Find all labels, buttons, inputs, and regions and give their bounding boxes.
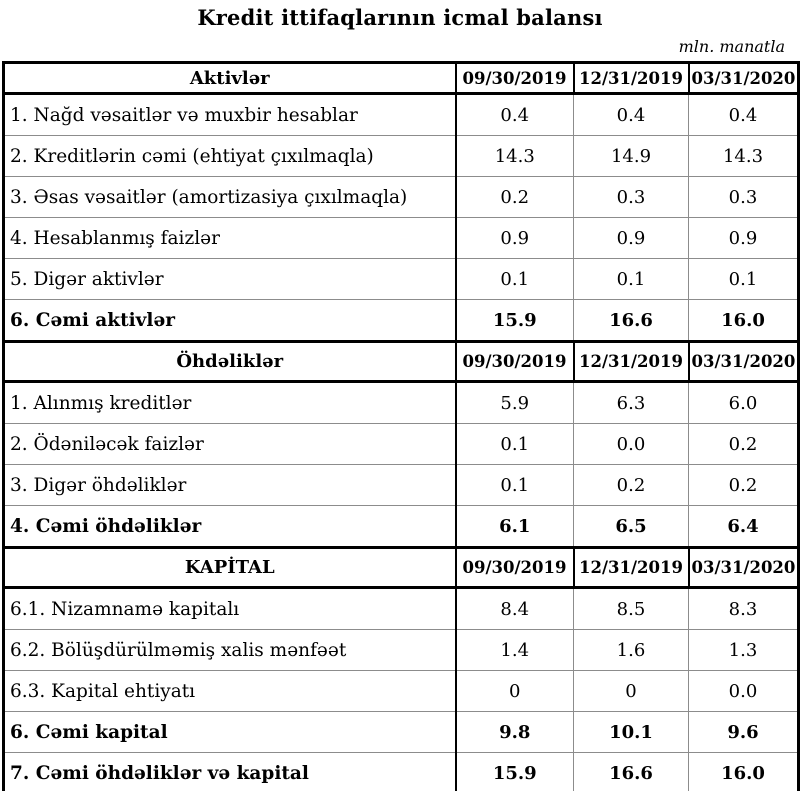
table-row: 3. Əsas vəsaitlər (amortizasiya çıxılmaq… <box>3 176 799 218</box>
cell-value: 0 <box>573 670 689 712</box>
table-row: 1. Nağd vəsaitlər və muxbir hesablar 0.4 0… <box>3 93 799 136</box>
cell-value: 1.3 <box>688 629 799 671</box>
cell-value: 6.3 <box>573 381 689 424</box>
table-row: 6. Cəmi kapital 9.8 10.1 9.6 <box>3 711 799 753</box>
row-label: 6.3. Kapital ehtiyatı <box>3 670 457 712</box>
section-title: Aktivlər <box>2 61 457 95</box>
cell-value: 9.8 <box>455 711 574 753</box>
table-row: 6. Cəmi aktivlər 15.9 16.6 16.0 <box>3 299 799 342</box>
row-label: 6. Cəmi kapital <box>3 711 457 753</box>
row-label: 3. Əsas vəsaitlər (amortizasiya çıxılmaq… <box>3 176 457 218</box>
cell-value: 16.0 <box>688 299 799 342</box>
section-header-row: Aktivlər 09/30/2019 12/31/2019 03/31/2020 <box>2 61 800 95</box>
cell-value: 0.2 <box>455 176 574 218</box>
cell-value: 0 <box>455 670 574 712</box>
cell-value: 0.3 <box>573 176 689 218</box>
row-label: 2. Ödəniləcək faizlər <box>3 423 457 465</box>
cell-value: 0.0 <box>688 670 799 712</box>
section-title: KAPİTAL <box>2 546 457 589</box>
row-label: 4. Hesablanmış faizlər <box>3 217 457 259</box>
cell-value: 0.1 <box>455 464 574 506</box>
cell-value: 0.1 <box>573 258 689 300</box>
date-column-header: 09/30/2019 <box>454 61 575 95</box>
table-row: 3. Digər öhdəliklər 0.1 0.2 0.2 <box>3 464 799 506</box>
row-label: 4. Cəmi öhdəliklər <box>3 505 457 548</box>
cell-value: 15.9 <box>455 752 574 791</box>
cell-value: 9.6 <box>688 711 799 753</box>
cell-value: 6.0 <box>688 381 799 424</box>
cell-value: 8.3 <box>688 587 799 630</box>
cell-value: 6.4 <box>688 505 799 548</box>
cell-value: 16.0 <box>688 752 799 791</box>
balance-table-body: Aktivlər 09/30/2019 12/31/2019 03/31/2020 1.… <box>2 61 800 791</box>
cell-value: 16.6 <box>573 752 689 791</box>
table-row: 2. Kreditlərin cəmi (ehtiyat çıxılmaqla)… <box>3 135 799 177</box>
section-title: Öhdəliklər <box>2 340 457 383</box>
cell-value: 0.9 <box>573 217 689 259</box>
cell-value: 0.9 <box>688 217 799 259</box>
row-label: 3. Digər öhdəliklər <box>3 464 457 506</box>
cell-value: 0.1 <box>455 423 574 465</box>
page-title: Kredit ittifaqlarının icmal balansı <box>197 5 603 30</box>
table-row: 4. Hesablanmış faizlər 0.9 0.9 0.9 <box>3 217 799 259</box>
cell-value: 0.3 <box>688 176 799 218</box>
row-label: 1. Alınmış kreditlər <box>3 381 457 424</box>
cell-value: 15.9 <box>455 299 574 342</box>
cell-value: 16.6 <box>573 299 689 342</box>
cell-value: 6.5 <box>573 505 689 548</box>
cell-value: 0.2 <box>688 464 799 506</box>
cell-value: 14.3 <box>688 135 799 177</box>
cell-value: 8.4 <box>455 587 574 630</box>
date-column-header: 12/31/2019 <box>572 546 690 589</box>
table-row: 4. Cəmi öhdəliklər 6.1 6.5 6.4 <box>3 505 799 548</box>
cell-value: 1.4 <box>455 629 574 671</box>
cell-value: 6.1 <box>455 505 574 548</box>
cell-value: 0.2 <box>688 423 799 465</box>
table-row: 2. Ödəniləcək faizlər 0.1 0.0 0.2 <box>3 423 799 465</box>
table-row: 7. Cəmi öhdəliklər və kapital 15.9 16.6 16.… <box>3 752 799 791</box>
cell-value: 0.2 <box>573 464 689 506</box>
row-label: 1. Nağd vəsaitlər və muxbir hesablar <box>3 93 457 136</box>
date-column-header: 03/31/2020 <box>687 340 800 383</box>
section-header-row: Öhdəliklər 09/30/2019 12/31/2019 03/31/2020 <box>2 340 800 383</box>
cell-value: 1.6 <box>573 629 689 671</box>
balance-sheet-table: Aktivlər 09/30/2019 12/31/2019 03/31/2020 1.… <box>2 61 800 791</box>
table-row: 6.3. Kapital ehtiyatı 0 0 0.0 <box>3 670 799 712</box>
row-label: 6.2. Bölüşdürülməmiş xalis mənfəət <box>3 629 457 671</box>
date-column-header: 12/31/2019 <box>572 61 690 95</box>
cell-value: 0.4 <box>573 93 689 136</box>
row-label: 6.1. Nizamnamə kapitalı <box>3 587 457 630</box>
row-label: 2. Kreditlərin cəmi (ehtiyat çıxılmaqla) <box>3 135 457 177</box>
date-column-header: 03/31/2020 <box>687 546 800 589</box>
cell-value: 0.1 <box>688 258 799 300</box>
cell-value: 5.9 <box>455 381 574 424</box>
date-column-header: 03/31/2020 <box>687 61 800 95</box>
row-label: 7. Cəmi öhdəliklər və kapital <box>3 752 457 791</box>
cell-value: 14.9 <box>573 135 689 177</box>
date-column-header: 12/31/2019 <box>572 340 690 383</box>
date-column-header: 09/30/2019 <box>454 546 575 589</box>
section-header-row: KAPİTAL 09/30/2019 12/31/2019 03/31/2020 <box>2 546 800 589</box>
cell-value: 14.3 <box>455 135 574 177</box>
table-row: 6.2. Bölüşdürülməmiş xalis mənfəət 1.4 1.6… <box>3 629 799 671</box>
cell-value: 0.1 <box>455 258 574 300</box>
cell-value: 8.5 <box>573 587 689 630</box>
table-row: 5. Digər aktivlər 0.1 0.1 0.1 <box>3 258 799 300</box>
cell-value: 0.4 <box>688 93 799 136</box>
table-row: 6.1. Nizamnamə kapitalı 8.4 8.5 8.3 <box>3 587 799 630</box>
row-label: 5. Digər aktivlər <box>3 258 457 300</box>
cell-value: 0.9 <box>455 217 574 259</box>
cell-value: 0.0 <box>573 423 689 465</box>
cell-value: 0.4 <box>455 93 574 136</box>
date-column-header: 09/30/2019 <box>454 340 575 383</box>
cell-value: 10.1 <box>573 711 689 753</box>
table-row: 1. Alınmış kreditlər 5.9 6.3 6.0 <box>3 381 799 424</box>
unit-note: mln. manatla <box>678 37 785 56</box>
row-label: 6. Cəmi aktivlər <box>3 299 457 342</box>
